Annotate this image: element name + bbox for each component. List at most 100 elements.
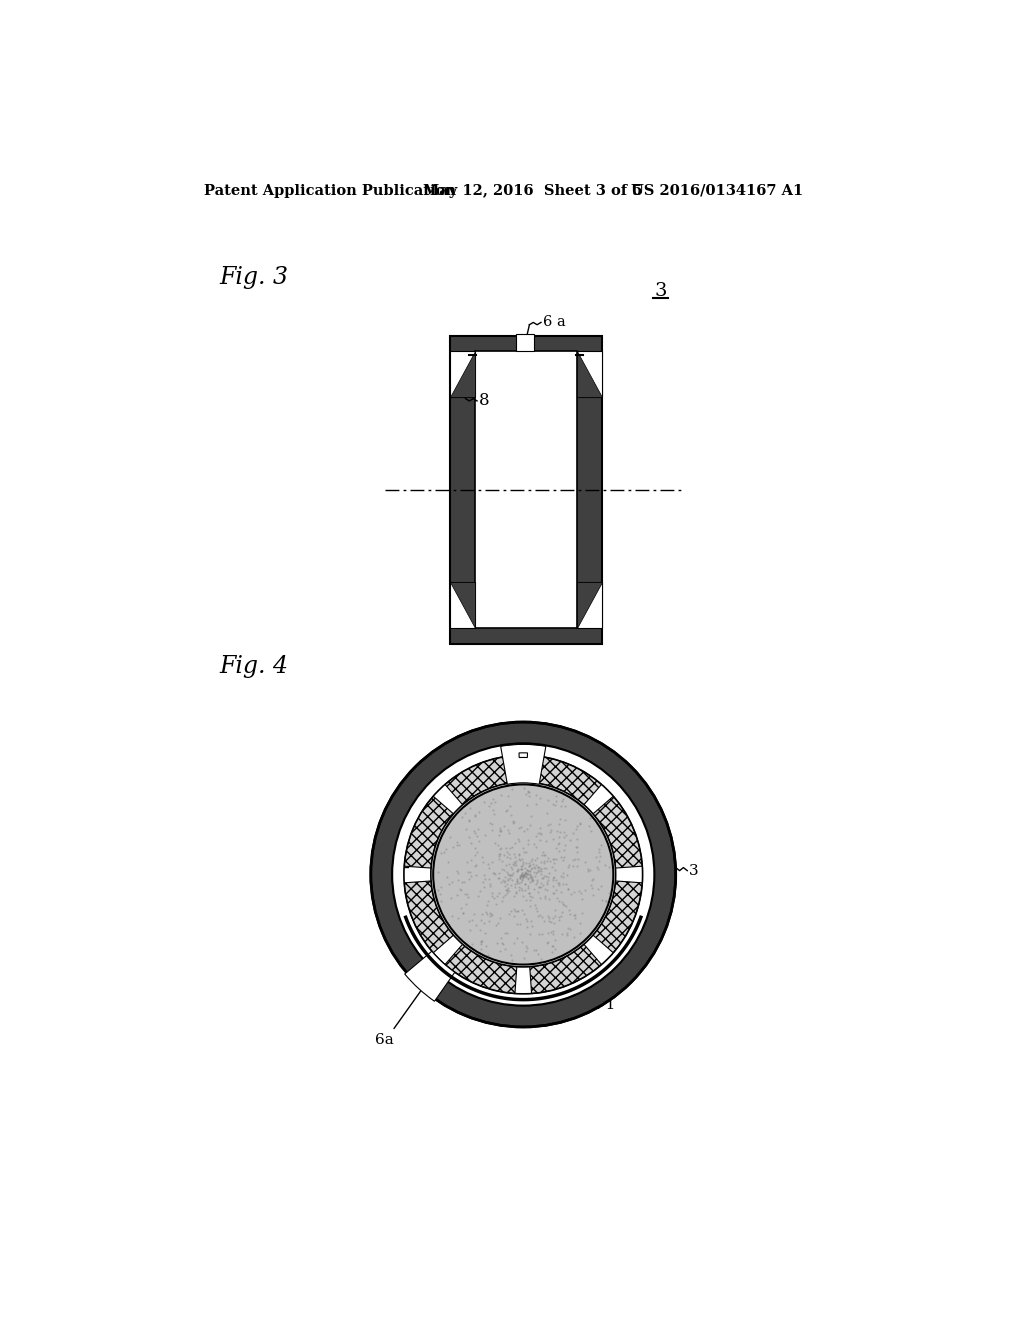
Polygon shape [578,582,602,628]
Point [541,862,557,883]
Point [539,803,555,824]
Point [500,869,516,890]
Point [486,792,503,813]
Point [499,800,515,821]
Point [462,862,478,883]
Point [497,875,513,896]
Point [528,870,545,891]
Point [539,866,555,887]
Point [601,882,617,903]
Point [482,813,499,834]
Point [559,879,575,900]
Point [551,841,567,862]
Point [551,907,567,928]
Point [515,865,531,886]
Point [520,855,537,876]
Point [520,829,537,850]
Point [522,814,539,836]
Point [493,871,509,892]
Point [545,936,561,957]
Point [432,876,449,898]
Point [516,874,532,895]
Point [553,795,569,816]
Point [522,895,539,916]
Point [513,859,529,880]
Point [551,909,567,931]
Point [498,854,514,875]
Point [503,865,519,886]
Point [480,944,497,965]
Point [492,941,508,962]
Point [507,900,523,921]
Point [556,895,572,916]
Point [507,882,523,903]
Point [458,803,474,824]
Point [503,874,519,895]
Point [552,808,568,829]
Point [496,843,512,865]
Point [545,921,561,942]
Point [545,875,561,896]
Point [509,900,525,921]
Point [511,849,527,870]
Point [526,879,543,900]
Point [524,886,541,907]
Point [549,821,565,842]
Point [555,849,571,870]
Point [534,867,550,888]
Point [548,791,564,812]
Point [515,777,531,799]
Point [559,924,575,945]
Point [537,888,553,909]
Point [476,923,493,944]
Point [441,874,458,895]
Point [556,846,572,867]
Point [506,899,522,920]
Point [568,836,585,857]
Point [492,845,508,866]
Point [558,824,574,845]
Point [536,911,552,932]
Point [553,846,569,867]
Point [480,857,497,878]
Point [467,822,483,843]
Point [530,880,547,902]
Point [546,853,562,874]
Point [474,931,490,952]
Bar [451,335,602,644]
Point [517,857,534,878]
Point [528,854,545,875]
Point [593,834,609,855]
Point [529,857,546,878]
Point [546,913,562,935]
Point [551,890,567,911]
Point [525,834,542,855]
Point [515,948,531,969]
Point [540,923,556,944]
Point [435,841,452,862]
Point [468,825,484,846]
Point [506,854,522,875]
Point [518,911,535,932]
Point [511,873,527,894]
Point [516,863,532,884]
Point [556,822,572,843]
Point [496,873,512,894]
Point [489,912,506,933]
Point [547,859,563,880]
Circle shape [431,781,615,968]
Point [541,932,557,953]
Point [519,859,536,880]
Point [532,822,549,843]
Point [510,859,526,880]
Point [529,822,546,843]
Point [537,858,553,879]
Point [541,888,557,909]
Point [520,833,537,854]
Point [545,924,561,945]
Point [566,908,583,929]
Point [521,785,538,807]
Polygon shape [451,351,475,397]
Point [492,867,508,888]
Point [469,842,485,863]
